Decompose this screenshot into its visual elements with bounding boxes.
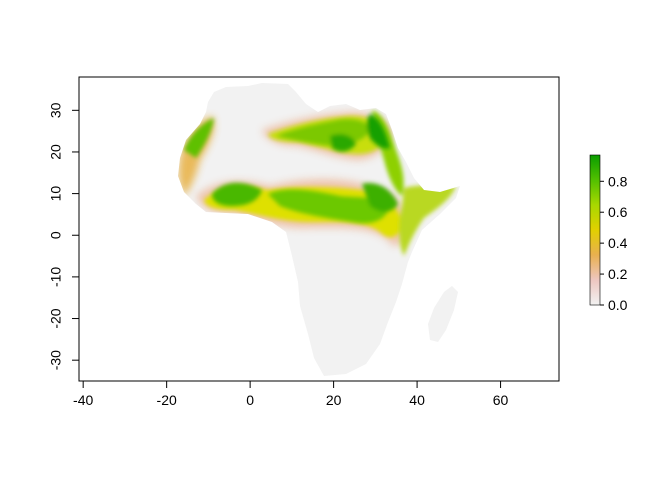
x-axis: -40 -20 0 20 40 60 [73,380,509,408]
x-tick-label: -20 [157,392,177,408]
sahel-high-west [212,182,262,206]
y-tick-label: 10 [48,186,64,202]
legend-color-bar [589,154,601,306]
x-tick-label: 20 [326,392,342,408]
madagascar [428,286,458,342]
delta-high [330,134,356,152]
y-tick-label: 30 [48,102,64,118]
legend-tick-label: 0.2 [608,266,628,282]
horn-mid [399,185,456,256]
x-tick-label: 60 [493,392,509,408]
legend-tick-label: 0.0 [608,297,628,313]
x-tick-label: -40 [73,392,93,408]
nile-high [367,114,390,149]
legend-tick-label: 0.4 [608,235,628,251]
x-tick-label: 40 [409,392,425,408]
y-tick-label: -20 [48,308,64,328]
y-tick-label: 0 [48,231,64,239]
legend: 0.0 0.2 0.4 0.6 0.8 [589,154,628,313]
y-axis: -30 -20 -10 0 10 20 30 [48,102,80,370]
legend-tick-label: 0.6 [608,204,628,220]
atlas-high [184,118,214,158]
legend-tick-label: 0.8 [608,173,628,189]
y-tick-label: -10 [48,267,64,287]
sahel-high-east [362,183,398,212]
y-tick-label: -30 [48,350,64,370]
x-tick-label: 0 [246,392,254,408]
legend-ticks: 0.0 0.2 0.4 0.6 0.8 [600,173,628,313]
suitability-layer [178,110,456,256]
sahel-high-center [268,189,390,224]
y-tick-label: 20 [48,144,64,160]
